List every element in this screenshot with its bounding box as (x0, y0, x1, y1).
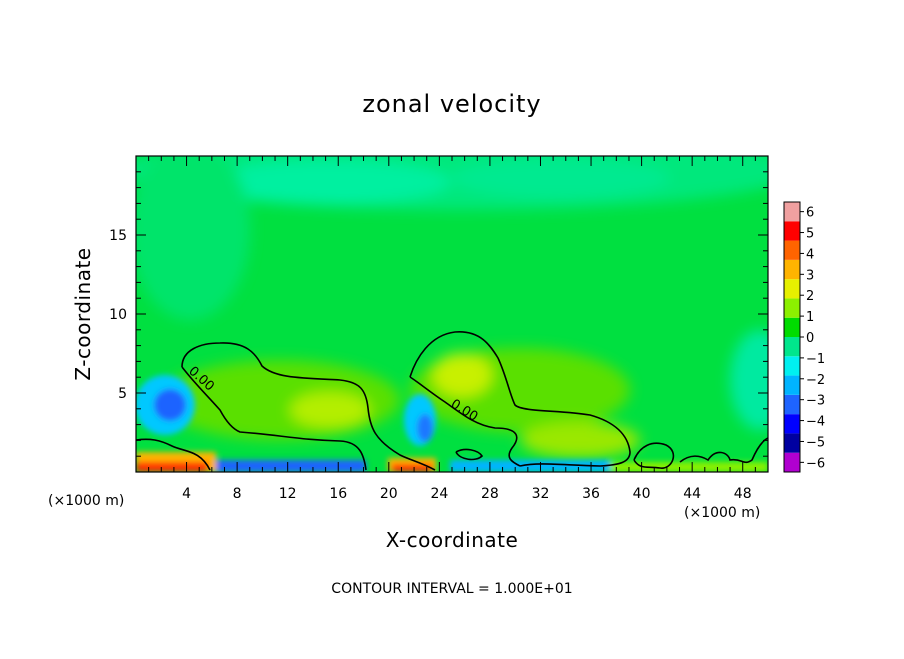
surface-hot-strip-2 (392, 464, 432, 472)
colorbar-label: 2 (806, 289, 814, 304)
colorbar-label: 4 (806, 247, 814, 262)
colorbar-label: 3 (806, 268, 814, 283)
y-tick-label: 15 (109, 228, 127, 244)
colorbar-label: −2 (806, 373, 825, 388)
x-unit-right: (×1000 m) (684, 505, 760, 521)
colorbar-segment (784, 240, 800, 260)
right-edge-negative (730, 330, 768, 430)
x-tick-label: 16 (329, 486, 347, 502)
x-tick-label: 48 (734, 486, 752, 502)
colorbar-label: −3 (806, 394, 825, 409)
colorbar-segment (784, 375, 800, 395)
colorbar-label: 5 (806, 227, 814, 242)
colorbar-segment (784, 221, 800, 241)
colorbar-segment (784, 452, 800, 472)
x-tick-label: 36 (582, 486, 600, 502)
upper-negative-region (210, 160, 450, 204)
colorbar-label: −4 (806, 415, 825, 430)
upper-right-negative-region (450, 158, 670, 198)
left-upper-band (136, 156, 250, 320)
colorbar-segment (784, 337, 800, 357)
colorbar-label: −6 (806, 456, 825, 471)
x-axis-label: X-coordinate (386, 528, 519, 552)
x-tick-label: 24 (430, 486, 448, 502)
zero-contour-left (136, 342, 436, 471)
colorbar-label: 6 (806, 206, 814, 221)
colorbar-segment (784, 202, 800, 222)
colorbar-label: 0 (806, 331, 814, 346)
y-tick-label: 10 (109, 307, 127, 323)
x-tick-label: 20 (380, 486, 398, 502)
contour-interval: CONTOUR INTERVAL = 1.000E+01 (331, 581, 572, 597)
left-positive-core (290, 392, 370, 428)
colorbar-segment (784, 356, 800, 376)
zero-contours (136, 331, 768, 471)
colorbar-label: −5 (806, 435, 825, 450)
surface-negative-strip (216, 460, 366, 472)
left-negative-core (154, 389, 186, 421)
zero-contour-right (409, 331, 768, 469)
x-tick-label: 40 (633, 486, 651, 502)
right-positive-core (432, 353, 492, 397)
x-tick-label: 44 (683, 486, 701, 502)
colorbar-label: −1 (806, 352, 825, 367)
colorbar-segment (784, 414, 800, 434)
x-tick-label: 8 (233, 486, 242, 502)
y-axis-label: Z-coordinate (71, 247, 95, 380)
colorbar-segment (784, 394, 800, 415)
x-tick-label: 32 (532, 486, 550, 502)
colorbar-segment (784, 298, 800, 318)
surface-hot-strip (136, 462, 208, 472)
lower-right-positive (520, 422, 640, 458)
x-tick-label: 4 (182, 486, 191, 502)
y-tick-label: 5 (118, 386, 127, 402)
velocity-field (136, 156, 768, 472)
colorbar-segment (784, 433, 800, 453)
x-unit-left: (×1000 m) (48, 493, 124, 509)
surface-mixed-strip (610, 462, 768, 472)
colorbar: 6 5 4 3 2 1 0 −1 −2 −3 −4 −5 −6 (783, 201, 825, 473)
chart-title: zonal velocity (362, 90, 541, 118)
colorbar-segment (784, 279, 800, 299)
x-tick-label: 28 (481, 486, 499, 502)
x-tick-label: 12 (279, 486, 297, 502)
colorbar-segment (784, 259, 800, 280)
colorbar-label: 1 (806, 310, 814, 325)
middle-negative-core (417, 414, 433, 442)
colorbar-segment (784, 317, 800, 337)
